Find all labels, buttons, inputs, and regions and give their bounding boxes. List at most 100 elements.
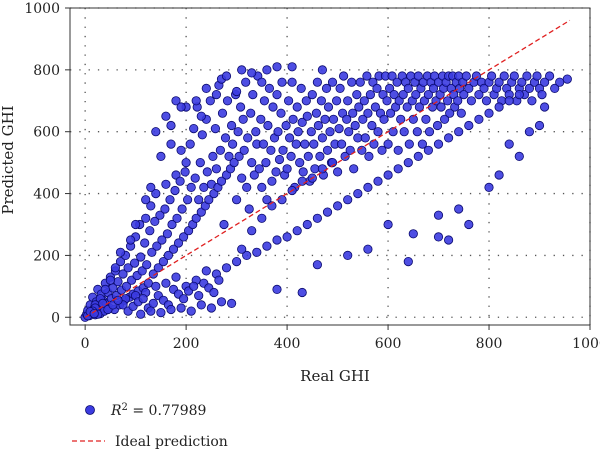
data-point <box>100 284 110 294</box>
data-point <box>345 145 355 155</box>
data-point <box>307 90 317 100</box>
data-point <box>277 195 287 205</box>
x-tick-label: 0 <box>81 336 90 352</box>
data-point <box>202 167 212 177</box>
data-point <box>183 195 193 205</box>
data-point <box>214 275 224 285</box>
data-point <box>459 90 469 100</box>
data-point <box>335 83 345 94</box>
data-point <box>403 83 413 94</box>
data-point <box>338 71 349 81</box>
data-point <box>297 287 307 298</box>
data-point <box>363 182 373 192</box>
data-point <box>373 127 383 137</box>
data-point <box>278 145 288 155</box>
data-point <box>232 86 242 97</box>
data-point <box>113 295 123 305</box>
data-point <box>331 96 342 106</box>
data-point <box>362 71 372 81</box>
plot-border <box>69 7 591 326</box>
data-point <box>287 62 297 72</box>
data-point <box>234 151 244 161</box>
data-point <box>242 250 252 260</box>
data-point <box>408 229 418 239</box>
data-point <box>141 213 151 223</box>
data-point <box>161 278 171 288</box>
data-point <box>186 182 196 192</box>
data-point <box>292 226 302 236</box>
x-axis-title: Real GHI <box>300 367 370 385</box>
data-point <box>190 173 200 183</box>
data-point <box>257 213 267 223</box>
data-point <box>317 65 327 75</box>
data-point <box>271 167 281 177</box>
data-point <box>252 247 262 257</box>
y-axis-title: Predicted GHI <box>0 105 17 214</box>
data-point <box>474 90 484 100</box>
data-point <box>189 124 199 134</box>
data-point <box>165 195 175 205</box>
data-point <box>262 241 272 251</box>
data-point <box>121 281 132 291</box>
data-point <box>180 167 190 177</box>
data-point <box>157 235 167 245</box>
data-point <box>382 96 392 106</box>
data-point <box>137 266 147 276</box>
data-point <box>504 139 514 149</box>
data-point <box>402 102 412 112</box>
data-point <box>256 114 266 124</box>
data-point <box>196 111 206 121</box>
data-point <box>186 306 196 316</box>
data-point <box>208 151 218 161</box>
data-point <box>244 204 254 214</box>
data-point <box>332 167 343 177</box>
data-point <box>464 83 474 94</box>
data-point <box>504 96 514 106</box>
data-point <box>232 195 242 205</box>
data-point <box>166 120 176 131</box>
data-point <box>89 308 99 319</box>
data-point <box>320 114 330 124</box>
data-point <box>272 235 282 245</box>
data-point <box>145 226 155 236</box>
data-point <box>379 114 389 124</box>
data-point <box>486 71 497 81</box>
data-point <box>522 71 532 81</box>
data-point <box>332 201 343 211</box>
data-point <box>396 114 406 124</box>
y-tick-label: 400 <box>33 187 60 203</box>
data-point <box>191 96 201 106</box>
data-point <box>189 281 199 291</box>
data-point <box>211 90 221 100</box>
data-point <box>272 62 282 72</box>
legend: R2 = 0.77989 Ideal prediction <box>72 402 228 450</box>
data-point <box>479 83 489 94</box>
data-point <box>148 269 158 279</box>
y-tick-label: 200 <box>33 248 60 264</box>
data-point <box>281 120 291 131</box>
legend-label-points: R2 = 0.77989 <box>110 402 206 420</box>
data-point <box>461 71 471 81</box>
data-point <box>185 139 195 149</box>
data-point <box>514 90 524 100</box>
data-point <box>317 164 327 174</box>
data-point <box>514 151 524 161</box>
data-point <box>138 294 148 304</box>
data-point <box>443 133 454 143</box>
data-point <box>247 68 257 78</box>
data-point <box>343 96 353 106</box>
data-point <box>433 210 444 220</box>
data-point <box>383 219 393 230</box>
data-point <box>311 108 321 118</box>
data-point <box>494 102 504 112</box>
data-point <box>355 77 365 87</box>
data-point <box>524 83 535 94</box>
data-point <box>524 127 535 137</box>
data-point <box>205 96 215 106</box>
data-point <box>509 71 519 81</box>
data-point <box>527 96 537 106</box>
data-point <box>363 108 373 118</box>
data-point <box>404 139 414 149</box>
data-point <box>237 173 247 183</box>
data-point <box>155 210 165 220</box>
